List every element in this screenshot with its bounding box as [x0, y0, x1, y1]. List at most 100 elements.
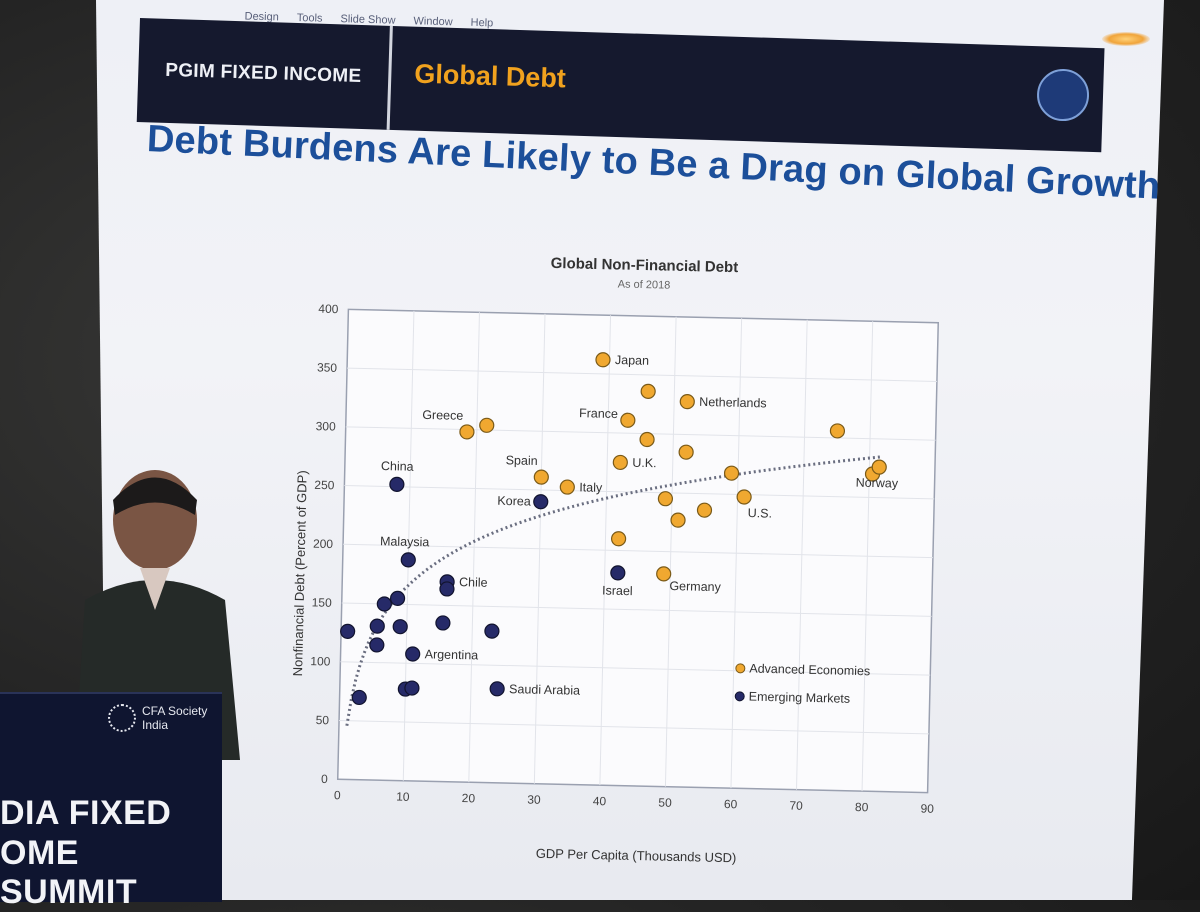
advanced-point: [595, 352, 611, 368]
x-tick-label: 40: [593, 794, 607, 808]
emerging-point: [435, 615, 451, 631]
emerging-point: [351, 689, 367, 706]
advanced-point: [829, 423, 846, 439]
x-tick-label: 70: [789, 798, 803, 812]
y-tick-label: 300: [316, 419, 337, 433]
x-tick-label: 30: [527, 793, 541, 807]
advanced-point: [533, 469, 549, 485]
point-label: Israel: [602, 583, 633, 598]
point-label: Malaysia: [380, 534, 430, 549]
emerging-point: [533, 494, 549, 510]
chart-svg: Global Non-Financial Debt As of 2018 GDP…: [290, 255, 940, 866]
y-tick-label: 50: [316, 713, 330, 727]
advanced-point: [679, 394, 695, 410]
y-tick-label: 100: [310, 654, 331, 668]
emerging-point: [439, 581, 455, 597]
x-tick-label: 20: [462, 791, 476, 805]
podium-logo-text: CFA Society India: [142, 704, 208, 732]
y-gridline: [344, 485, 935, 500]
y-tick-label: 200: [313, 537, 334, 551]
emerging-point: [484, 623, 500, 639]
podium-logo: CFA Society India: [108, 704, 207, 732]
emerging-point: [400, 552, 416, 568]
point-label: Greece: [422, 408, 463, 423]
advanced-point: [657, 491, 674, 507]
advanced-point: [640, 383, 656, 399]
globe-logo-icon: [1036, 68, 1090, 122]
emerging-point: [369, 618, 385, 634]
advanced-point: [670, 512, 686, 528]
advanced-point: [459, 424, 475, 440]
chart-subtitle: As of 2018: [618, 278, 671, 291]
emerging-point: [610, 565, 626, 581]
point-label: Korea: [497, 494, 531, 509]
x-tick-label: 10: [396, 790, 410, 804]
y-gridline: [339, 719, 929, 735]
point-label: Spain: [506, 453, 538, 468]
advanced-point: [736, 489, 752, 505]
advanced-point: [696, 502, 713, 518]
advanced-point: [620, 412, 636, 428]
y-gridline: [347, 367, 937, 382]
podium: CFA Society India DIA FIXED OME SUMMIT: [0, 692, 222, 911]
advanced-point: [639, 431, 655, 448]
point-label: Netherlands: [699, 395, 767, 411]
y-tick-label: 250: [314, 478, 335, 492]
point-label: Norway: [856, 476, 899, 491]
brand-name: PGIM FIXED INCOME: [164, 59, 362, 87]
emerging-point: [389, 476, 405, 492]
scatter-chart: Global Non-Financial Debt As of 2018 GDP…: [275, 238, 1009, 894]
x-tick-label: 60: [724, 797, 738, 811]
advanced-point: [612, 454, 628, 471]
point-label: Japan: [615, 353, 649, 368]
legend-label: Emerging Markets: [749, 690, 851, 706]
point-label: Argentina: [425, 647, 479, 662]
advanced-point: [656, 566, 672, 582]
section-title: Global Debt: [413, 58, 567, 94]
emerging-point: [404, 680, 420, 696]
emerging-point: [392, 619, 408, 635]
chart-title: Global Non-Financial Debt: [551, 255, 739, 276]
advanced-point: [871, 459, 887, 475]
legend-label: Advanced Economies: [749, 662, 870, 679]
y-gridline: [341, 602, 932, 617]
point-label: U.K.: [632, 456, 657, 471]
point-label: Italy: [579, 480, 603, 495]
x-tick-label: 80: [855, 800, 869, 814]
podium-text-line2: OME SUMMIT: [0, 834, 138, 911]
advanced-point: [479, 417, 495, 433]
y-tick-label: 400: [318, 302, 339, 316]
y-tick-label: 350: [317, 360, 338, 374]
y-tick-label: 0: [321, 772, 328, 786]
y-gridline: [343, 543, 933, 559]
advanced-point: [723, 465, 740, 481]
emerging-point: [376, 596, 392, 612]
point-label: France: [579, 406, 618, 421]
point-label: U.S.: [748, 506, 773, 521]
x-axis-label: GDP Per Capita (Thousands USD): [536, 846, 737, 866]
emerging-point: [340, 623, 356, 639]
cfa-logo-icon: [108, 704, 136, 732]
emerging-point: [405, 646, 421, 662]
legend-marker: [735, 663, 746, 674]
x-tick-label: 90: [920, 801, 934, 815]
x-tick-label: 50: [658, 796, 672, 810]
podium-text-line1: DIA FIXED: [0, 794, 172, 832]
brand-box: PGIM FIXED INCOME: [136, 18, 393, 130]
advanced-point: [610, 531, 627, 547]
emerging-point: [389, 590, 406, 607]
ceiling-light: [1102, 32, 1150, 46]
point-label: Saudi Arabia: [509, 682, 580, 698]
point-label: China: [381, 459, 414, 474]
y-gridline: [340, 661, 931, 676]
point-label: Chile: [459, 575, 488, 590]
emerging-point: [369, 637, 385, 653]
y-tick-label: 150: [312, 595, 333, 609]
advanced-point: [559, 479, 575, 495]
emerging-point: [489, 681, 505, 697]
legend-marker: [734, 691, 745, 702]
point-label: Germany: [669, 579, 721, 594]
x-tick-label: 0: [334, 788, 341, 802]
y-axis-label: Nonfinancial Debt (Percent of GDP): [290, 470, 310, 676]
advanced-point: [678, 444, 694, 460]
